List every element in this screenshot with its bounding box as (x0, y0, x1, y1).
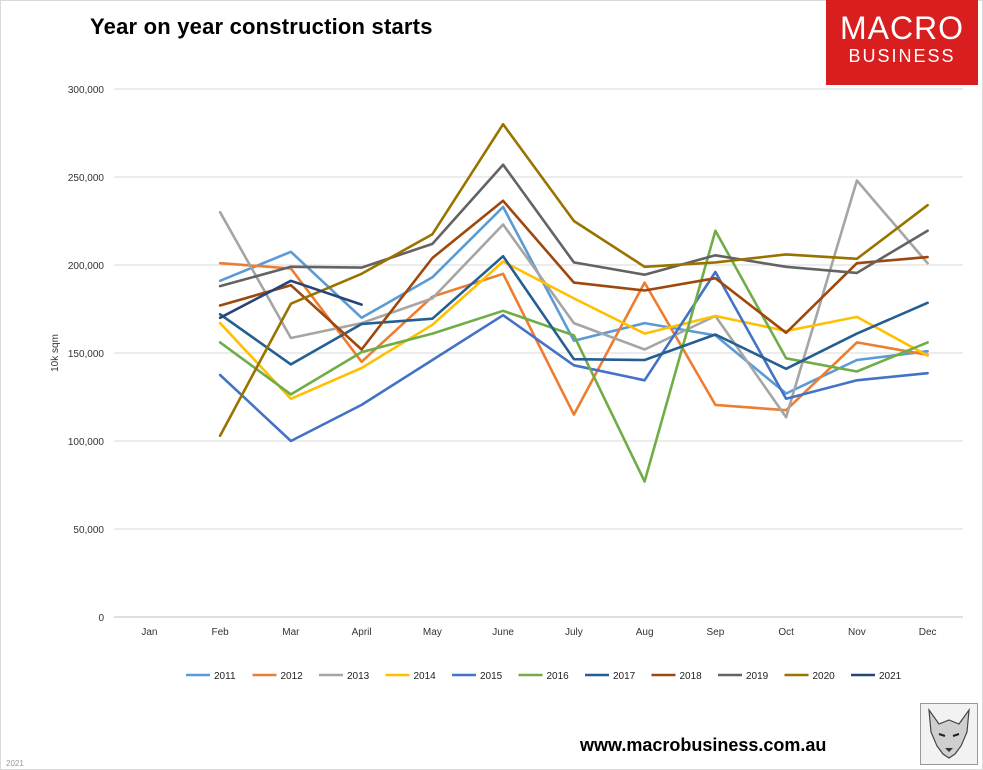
y-tick-label: 250,000 (68, 173, 105, 184)
y-tick-label: 150,000 (68, 349, 105, 360)
series-line-2015 (218, 270, 929, 443)
y-tick-label: 100,000 (68, 437, 105, 448)
legend-label-2015: 2015 (480, 671, 503, 682)
series-line-2021 (218, 279, 363, 320)
chart-title: Year on year construction starts (90, 14, 433, 39)
x-tick-label: June (492, 627, 514, 638)
x-tick-label: July (565, 627, 583, 638)
legend-label-2018: 2018 (680, 671, 703, 682)
y-tick-label: 50,000 (73, 525, 104, 536)
legend-label-2016: 2016 (547, 671, 570, 682)
x-tick-label: Dec (919, 627, 937, 638)
x-tick-label: May (423, 627, 442, 638)
legend-label-2014: 2014 (414, 671, 437, 682)
y-axis-label: 10k sqm (50, 334, 61, 372)
y-tick-label: 0 (98, 613, 104, 624)
legend-label-2013: 2013 (347, 671, 370, 682)
x-tick-label: Sep (706, 627, 724, 638)
legend-label-2012: 2012 (281, 671, 304, 682)
series-line-2019 (218, 163, 929, 288)
y-tick-label: 300,000 (68, 85, 105, 96)
x-tick-label: Mar (282, 627, 300, 638)
x-tick-label: April (352, 627, 372, 638)
footnote-text: 2021 (6, 759, 24, 768)
macrobusiness-logo: MACRO BUSINESS (826, 0, 978, 85)
series-line-2017 (218, 254, 929, 371)
legend-label-2021: 2021 (879, 671, 902, 682)
logo-line-business: BUSINESS (848, 46, 956, 66)
x-tick-label: Jan (141, 627, 157, 638)
legend-label-2011: 2011 (214, 671, 236, 682)
x-tick-label: Nov (848, 627, 866, 638)
legend-label-2017: 2017 (613, 671, 636, 682)
logo-line-macro: MACRO (839, 10, 965, 46)
legend-label-2020: 2020 (813, 671, 836, 682)
series-line-2018 (218, 199, 929, 351)
y-tick-label: 200,000 (68, 261, 105, 272)
wolf-logo-icon (920, 703, 978, 765)
legend-label-2019: 2019 (746, 671, 769, 682)
series-line-2020 (218, 122, 929, 437)
website-url: www.macrobusiness.com.au (580, 735, 827, 755)
x-tick-label: Oct (778, 627, 794, 638)
x-tick-label: Aug (636, 627, 654, 638)
series-line-2016 (218, 229, 929, 483)
series-line-2012 (218, 261, 929, 416)
series-line-2014 (218, 260, 929, 401)
x-tick-label: Feb (212, 627, 230, 638)
